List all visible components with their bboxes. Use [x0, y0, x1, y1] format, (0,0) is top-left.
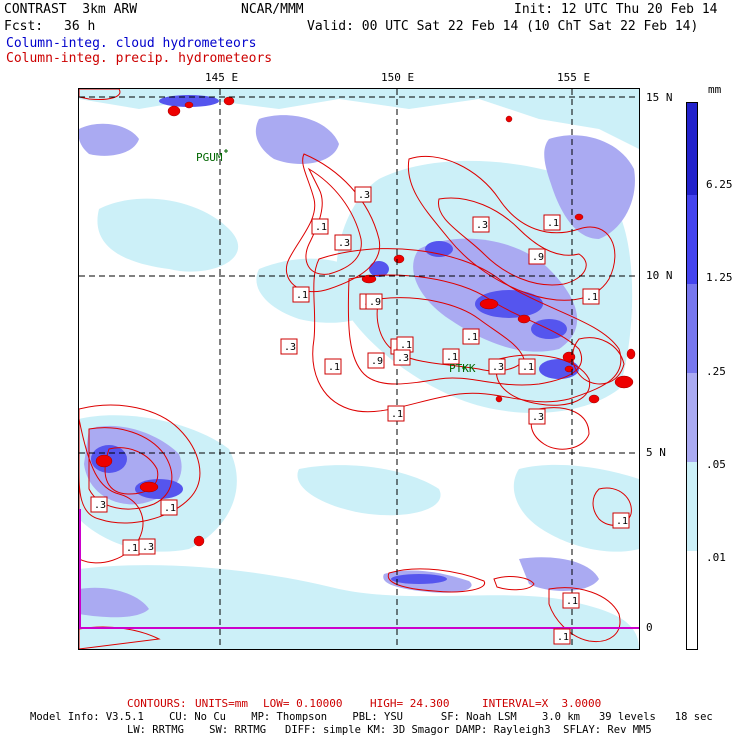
contour-label: .3: [476, 220, 488, 231]
contour-label-box: [582, 288, 600, 305]
contour-label: .3: [284, 342, 296, 353]
contour-label: .3: [492, 362, 504, 373]
contour-label-box: [462, 328, 480, 345]
contour-label-box: [393, 349, 411, 366]
contour-label: .3: [142, 542, 154, 553]
contour-label: .1: [547, 218, 559, 229]
contour-label-box: [543, 214, 561, 231]
contour-label: .1: [126, 543, 138, 554]
contour-label-box: [280, 338, 298, 355]
colorbar-level-0-05: .05: [706, 458, 726, 471]
contour-label: .1: [586, 292, 598, 303]
colorbar-level-0-25: .25: [706, 365, 726, 378]
contour-label: .1: [466, 332, 478, 343]
contour-label-box: [367, 352, 385, 369]
contour-label-box: [324, 358, 342, 375]
contour-label-box: [334, 234, 352, 251]
contours-label: CONTOURS:: [127, 697, 187, 710]
lat-lon-grid: [79, 89, 639, 649]
colorbar-segment-3: [687, 373, 697, 462]
colorbar-segment-2: [687, 284, 697, 373]
station-markers: [224, 149, 466, 370]
contour-label-box: [488, 358, 506, 375]
organization-label: NCAR/MMM: [241, 2, 304, 17]
field-cloud-label: Column-integ. cloud hydrometeors: [6, 36, 257, 51]
contour-label-box: [387, 405, 405, 422]
contour-label: .1: [391, 409, 403, 420]
colorbar: [686, 102, 698, 650]
contour-label-box: [354, 186, 372, 203]
contour-label: .1: [296, 290, 308, 301]
station-pgum: PGUM: [196, 151, 223, 164]
contour-label: .3: [338, 238, 350, 249]
contour-label-box: [292, 286, 310, 303]
colorbar-segment-5: [687, 551, 697, 649]
lon-label-150: 150 E: [381, 71, 415, 84]
contour-label-box: [90, 496, 108, 513]
colorbar-level-0-01: .01: [706, 551, 726, 564]
contour-label-box: [518, 358, 536, 375]
contour-label-box: [311, 218, 329, 235]
colorbar-segment-4: [687, 462, 697, 551]
contours-low: LOW= 0.10000: [263, 697, 343, 710]
forecast-label: Fcst:: [4, 19, 44, 34]
contour-label: .9: [532, 252, 544, 263]
contour-label: .1: [315, 222, 327, 233]
map-panel: .3.1.3.1.3.9.3.9.1.9.3.1.1.1.9.3.1.1.3.1…: [78, 88, 640, 650]
contour-label-box: [553, 628, 571, 645]
lat-label-0: 0: [646, 621, 653, 634]
valid-time: Valid: 00 UTC Sat 22 Feb 14 (10 ChT Sat …: [307, 19, 699, 34]
contour-label: .3: [532, 412, 544, 423]
lon-label-155: 155 E: [557, 71, 591, 84]
contour-label: .1: [446, 352, 458, 363]
contour-label-box: [562, 592, 580, 609]
contour-label-box: [365, 293, 383, 310]
forecast-hour: 36 h: [64, 19, 96, 34]
contour-label: .9: [371, 356, 383, 367]
colorbar-level-1-25: 1.25: [706, 271, 733, 284]
contour-label-box: [528, 408, 546, 425]
contour-label-box: [612, 512, 630, 529]
contour-label: .1: [328, 362, 340, 373]
contour-label-box: [122, 539, 140, 556]
lat-label-10n: 10 N: [646, 269, 673, 282]
model-title: CONTRAST 3km ARW: [4, 2, 138, 17]
contours-units: UNITS=mm: [195, 697, 248, 710]
colorbar-segment-0: [687, 103, 697, 195]
colorbar-level-6-25: 6.25: [706, 178, 733, 191]
equator-line: [79, 509, 639, 629]
contour-label: .9: [369, 297, 381, 308]
contour-label: .1: [522, 362, 534, 373]
contours-high: HIGH= 24.300: [370, 697, 450, 710]
contour-labels: .3.1.3.1.3.9.3.9.1.9.3.1.1.1.9.3.1.1.3.1…: [90, 186, 630, 645]
contours-interval: INTERVAL=X 3.0000: [482, 697, 602, 710]
lat-label-5n: 5 N: [646, 446, 666, 459]
contour-label-box: [442, 348, 460, 365]
contour-label-box: [160, 499, 178, 516]
contour-label: .3: [397, 353, 409, 364]
contour-label: .1: [566, 596, 578, 607]
colorbar-segment-1: [687, 195, 697, 284]
lon-label-145: 145 E: [205, 71, 239, 84]
model-info-line1: Model Info: V3.5.1 CU: No Cu MP: Thompso…: [30, 711, 713, 723]
colorbar-unit: mm: [708, 83, 722, 96]
station-ptkk: PTKK: [449, 362, 476, 375]
model-info-line2: LW: RRTMG SW: RRTMG DIFF: simple KM: 3D …: [127, 724, 652, 736]
contour-label: .1: [400, 340, 412, 351]
contour-label: .3: [358, 190, 370, 201]
lat-label-15n: 15 N: [646, 91, 673, 104]
contour-label-box: [528, 248, 546, 265]
field-precip-label: Column-integ. precip. hydrometeors: [6, 51, 273, 66]
contour-label: .1: [557, 632, 569, 643]
map-canvas: .3.1.3.1.3.9.3.9.1.9.3.1.1.1.9.3.1.1.3.1…: [79, 89, 639, 649]
contour-label: .1: [164, 503, 176, 514]
contour-label-box: [472, 216, 490, 233]
init-time: Init: 12 UTC Thu 20 Feb 14: [514, 2, 718, 17]
contour-label: .3: [94, 500, 106, 511]
contour-label: .1: [616, 516, 628, 527]
